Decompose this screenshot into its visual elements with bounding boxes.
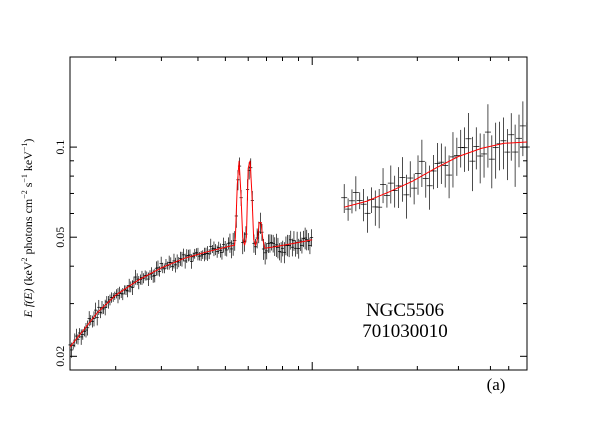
y-axis-label-exponent: 2 [20,257,29,261]
y-axis-label-exponent: −1 [20,174,29,183]
y-tick-label: 0.1 [53,140,67,155]
y-axis-label-unit-part: ) [21,139,35,143]
model-curves [69,141,528,348]
model-line [69,160,313,348]
y-tick-label: 0.02 [53,346,67,367]
model-line [344,141,528,208]
axis-ticks [70,56,527,370]
y-axis-label-unit-part: s [21,182,35,190]
y-tick-labels: 0.02 0.05 0.1 [53,140,67,367]
obsid-annotation: 701030010 [362,321,448,342]
y-tick-label: 0.05 [53,227,67,248]
y-axis-label-unit-part: photons cm [21,198,35,257]
y-axis-label: E f(E) (keV2 photons cm−2 s−1 keV−1) [20,139,35,319]
data-points [68,101,530,358]
y-axis-label-exponent: −1 [20,143,29,152]
y-axis-label-exponent: −2 [20,190,29,199]
y-axis-label-quantity: E f(E) [21,288,35,318]
panel-label: (a) [487,375,506,394]
plot-frame [69,56,528,371]
source-name-annotation: NGC5506 [366,300,444,321]
y-axis-label-unit-part: keV [21,151,35,174]
y-axis-label-unit-part: (keV [21,261,35,288]
